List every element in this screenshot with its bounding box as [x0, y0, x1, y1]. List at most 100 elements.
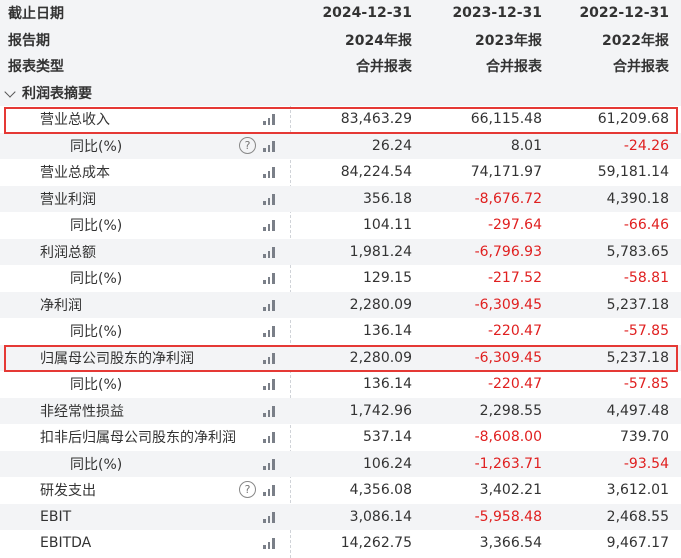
section-title: 利润表摘要	[22, 85, 92, 102]
bar-chart-icon[interactable]	[263, 538, 276, 549]
value-cell: -8,676.72	[474, 190, 542, 207]
value-cell: -1,263.71	[474, 455, 542, 472]
bar-chart-icon[interactable]	[263, 432, 276, 443]
value-cell: -57.85	[623, 376, 669, 393]
row-label: 研发支出	[40, 483, 96, 500]
value-cell: 3,366.54	[479, 535, 542, 552]
value-cell: -297.64	[487, 217, 542, 234]
value-cell: -66.46	[623, 217, 669, 234]
bar-chart-icon[interactable]	[263, 193, 276, 205]
bar-chart-icon[interactable]	[263, 140, 276, 152]
row-label: EBITDA	[40, 535, 92, 552]
value-cell: -6,309.45	[474, 349, 542, 366]
table-row: 营业总收入 83,463.29 66,115.48 61,209.68	[0, 106, 681, 133]
row-label: 归属母公司股东的净利润	[40, 350, 194, 367]
table-row: 研发支出? 4,356.08 3,402.21 3,612.01	[0, 477, 681, 504]
header-cell: 2023-12-31	[452, 5, 542, 22]
row-label: 营业总成本	[40, 165, 110, 182]
value-cell: -6,796.93	[474, 243, 542, 260]
value-cell: -5,958.48	[474, 508, 542, 525]
header-cell: 2024年报	[345, 32, 412, 49]
table-row: 同比(%) 136.14 -220.47 -57.85	[0, 318, 681, 345]
row-label: 同比(%)	[70, 218, 123, 235]
value-cell: 5,237.18	[606, 296, 669, 313]
value-cell: 3,612.01	[606, 482, 669, 499]
value-cell: 4,356.08	[349, 482, 412, 499]
table-row: 营业利润 356.18 -8,676.72 4,390.18	[0, 185, 681, 212]
value-cell: 61,209.68	[597, 111, 669, 128]
table-row: 扣非后归属母公司股东的净利润 537.14 -8,608.00 739.70	[0, 424, 681, 451]
header-cell: 合并报表	[613, 59, 669, 76]
header-cell: 合并报表	[356, 59, 412, 76]
table-row: 同比(%) 136.14 -220.47 -57.85	[0, 371, 681, 398]
bar-chart-icon[interactable]	[263, 511, 276, 523]
help-icon[interactable]: ?	[239, 481, 256, 498]
bar-chart-icon[interactable]	[263, 326, 276, 337]
bar-chart-icon[interactable]	[263, 352, 276, 364]
help-icon[interactable]: ?	[239, 136, 256, 154]
section-toggle[interactable]: 利润表摘要	[0, 79, 681, 106]
row-label: 利润总额	[40, 244, 96, 261]
bar-chart-icon[interactable]	[263, 246, 276, 258]
header-row-date: 截止日期 2024-12-31 2023-12-31 2022-12-31	[0, 0, 681, 27]
row-label: 净利润	[40, 297, 82, 314]
bar-chart-icon[interactable]	[263, 458, 276, 470]
table-row: 同比(%) 104.11 -297.64 -66.46	[0, 212, 681, 239]
bar-chart-icon[interactable]	[263, 220, 276, 231]
row-label: 同比(%)	[70, 377, 123, 394]
value-cell: 136.14	[363, 376, 412, 393]
table-row: 净利润 2,280.09 -6,309.45 5,237.18	[0, 291, 681, 318]
value-cell: 2,468.55	[606, 508, 669, 525]
bar-chart-icon[interactable]	[263, 167, 276, 178]
bar-chart-icon[interactable]	[263, 299, 276, 311]
table-row: 归属母公司股东的净利润 2,280.09 -6,309.45 5,237.18	[0, 344, 681, 371]
bar-chart-icon[interactable]	[263, 273, 276, 284]
table-row: 同比(%) 106.24 -1,263.71 -93.54	[0, 450, 681, 477]
header-label: 报表类型	[8, 59, 64, 76]
value-cell: 2,298.55	[479, 402, 542, 419]
value-cell: -220.47	[487, 376, 542, 393]
row-label: 同比(%)	[70, 138, 123, 155]
value-cell: 9,467.17	[606, 535, 669, 552]
value-cell: 74,171.97	[470, 164, 542, 181]
value-cell: 356.18	[363, 190, 412, 207]
row-label: 同比(%)	[70, 456, 123, 473]
bar-chart-icon[interactable]	[263, 379, 276, 390]
value-cell: 14,262.75	[340, 535, 412, 552]
value-cell: 104.11	[363, 217, 412, 234]
row-label: 同比(%)	[70, 271, 123, 288]
bar-chart-icon[interactable]	[263, 114, 276, 125]
value-cell: 1,981.24	[349, 243, 412, 260]
column-divider	[290, 0, 291, 558]
value-cell: 3,086.14	[349, 508, 412, 525]
value-cell: -6,309.45	[474, 296, 542, 313]
value-cell: 4,497.48	[606, 402, 669, 419]
value-cell: 26.24	[371, 137, 412, 154]
table-row: 同比(%)? 26.24 8.01 -24.26	[0, 132, 681, 159]
bar-chart-icon[interactable]	[263, 485, 276, 496]
value-cell: -8,608.00	[474, 429, 542, 446]
table-row: 非经常性损益 1,742.96 2,298.55 4,497.48	[0, 397, 681, 424]
bar-chart-icon[interactable]	[263, 405, 276, 417]
value-cell: -220.47	[487, 323, 542, 340]
value-cell: 84,224.54	[340, 164, 412, 181]
value-cell: 2,280.09	[349, 296, 412, 313]
header-row-period: 报告期 2024年报 2023年报 2022年报	[0, 26, 681, 53]
row-label: 扣非后归属母公司股东的净利润	[40, 430, 236, 447]
row-label: 非经常性损益	[40, 403, 124, 420]
row-label: 营业利润	[40, 191, 96, 208]
value-cell: 5,237.18	[606, 349, 669, 366]
value-cell: 106.24	[363, 455, 412, 472]
header-cell: 2022年报	[602, 32, 669, 49]
value-cell: 537.14	[363, 429, 412, 446]
table-row: 同比(%) 129.15 -217.52 -58.81	[0, 265, 681, 292]
header-label: 截止日期	[8, 6, 64, 23]
value-cell: 739.70	[620, 429, 669, 446]
row-label: 营业总收入	[40, 112, 110, 129]
table-row: 营业总成本 84,224.54 74,171.97 59,181.14	[0, 159, 681, 186]
value-cell: 2,280.09	[349, 349, 412, 366]
value-cell: 8.01	[510, 137, 542, 154]
value-cell: 136.14	[363, 323, 412, 340]
value-cell: 83,463.29	[340, 111, 412, 128]
value-cell: 129.15	[363, 270, 412, 287]
